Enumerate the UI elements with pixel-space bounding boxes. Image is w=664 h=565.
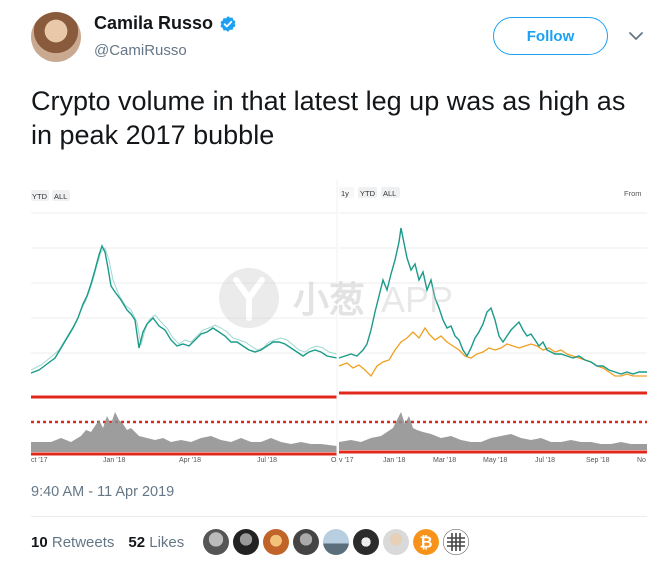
tweet-timestamp[interactable]: 9:40 AM - 11 Apr 2019 bbox=[31, 484, 175, 500]
right-xtick-1: Jan '18 bbox=[383, 457, 405, 464]
avatar[interactable] bbox=[31, 12, 81, 62]
right-xtick-5: Sep '18 bbox=[586, 457, 610, 464]
liker-avatar-7[interactable] bbox=[383, 529, 409, 555]
liker-avatar-2[interactable] bbox=[233, 529, 259, 555]
verified-badge-icon bbox=[220, 15, 236, 32]
left-xtick-3: Jul '18 bbox=[257, 457, 277, 464]
bitcoin-icon[interactable]: ₿ bbox=[413, 529, 439, 555]
right-xtick-3: May '18 bbox=[483, 457, 507, 464]
tweet-media[interactable]: YTD ALL ct '17 Jan '18 Apr '18 Jul '18 O bbox=[31, 180, 647, 465]
user-name[interactable]: Camila Russo bbox=[94, 13, 214, 33]
watermark-en: APP bbox=[381, 279, 453, 320]
right-xtick-4: Jul '18 bbox=[535, 457, 555, 464]
range-button-1y-label: 1y bbox=[341, 189, 349, 198]
left-xtick-0: ct '17 bbox=[31, 457, 48, 464]
chart-image: YTD ALL ct '17 Jan '18 Apr '18 Jul '18 O bbox=[31, 180, 647, 465]
range-button-ytd-right[interactable] bbox=[358, 187, 377, 198]
range-button-all-left[interactable] bbox=[52, 190, 70, 201]
user-handle[interactable]: @CamiRusso bbox=[94, 42, 187, 59]
likes-label: Likes bbox=[149, 534, 185, 551]
range-button-all-right[interactable] bbox=[381, 187, 400, 198]
right-xtick-0: v '17 bbox=[339, 457, 354, 464]
liker-avatar-6[interactable] bbox=[353, 529, 379, 555]
follow-button[interactable]: Follow bbox=[493, 17, 608, 55]
watermark: 小葱 APP bbox=[219, 268, 453, 328]
chevron-down-icon[interactable] bbox=[628, 28, 644, 44]
range-button-all-left-label: ALL bbox=[54, 192, 67, 201]
range-button-ytd-right-label: YTD bbox=[360, 189, 376, 198]
user-name-row[interactable]: Camila Russo bbox=[94, 13, 237, 34]
range-button-1y[interactable] bbox=[339, 187, 354, 198]
liker-avatar-3[interactable] bbox=[263, 529, 289, 555]
from-label: From bbox=[624, 189, 642, 198]
liker-avatar-4[interactable] bbox=[293, 529, 319, 555]
left-xtick-2: Apr '18 bbox=[179, 457, 201, 464]
right-xtick-6: No bbox=[637, 457, 646, 464]
left-xtick-1: Jan '18 bbox=[103, 457, 125, 464]
liker-avatar-1[interactable] bbox=[203, 529, 229, 555]
watermark-cn: 小葱 bbox=[293, 279, 365, 320]
likes-count: 52 bbox=[128, 534, 146, 551]
svg-text:₿: ₿ bbox=[419, 533, 432, 552]
likes-stat[interactable]: 52 Likes bbox=[128, 534, 184, 551]
liker-avatars: ₿ bbox=[203, 529, 469, 555]
divider bbox=[31, 516, 647, 517]
watermark-logo-icon bbox=[219, 268, 279, 328]
liker-avatar-5[interactable] bbox=[323, 529, 349, 555]
right-chart: 1y YTD ALL From v '17 Jan '18 Mar '18 Ma… bbox=[336, 180, 647, 465]
right-xtick-2: Mar '18 bbox=[433, 457, 456, 464]
retweets-label: Retweets bbox=[51, 534, 115, 551]
retweets-stat[interactable]: 10 Retweets bbox=[31, 534, 114, 551]
pattern-avatar-icon[interactable] bbox=[443, 529, 469, 555]
range-button-ytd-left[interactable] bbox=[31, 190, 49, 201]
tweet-text: Crypto volume in that latest leg up was … bbox=[31, 86, 626, 150]
range-button-all-right-label: ALL bbox=[383, 189, 396, 198]
left-chart: YTD ALL ct '17 Jan '18 Apr '18 Jul '18 O bbox=[31, 190, 338, 464]
retweets-count: 10 bbox=[31, 534, 48, 551]
left-xtick-4: O bbox=[331, 457, 337, 464]
range-button-ytd-left-label: YTD bbox=[32, 192, 48, 201]
tweet-stats: 10 Retweets 52 Likes bbox=[31, 534, 184, 551]
